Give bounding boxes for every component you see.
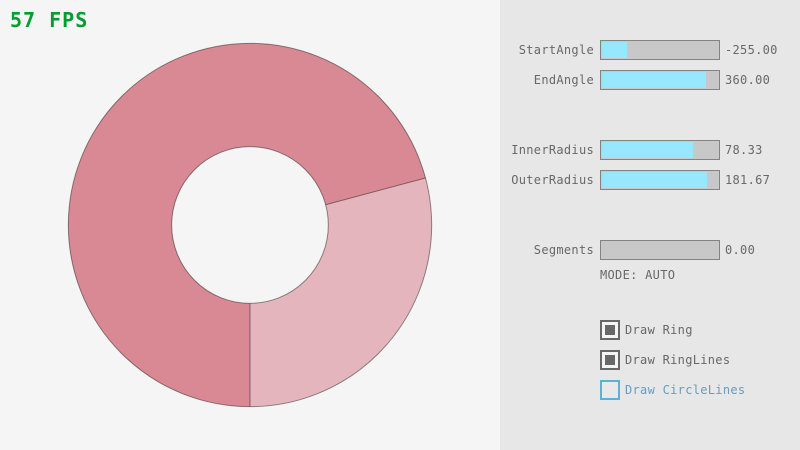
draw-ring-checkbox-label: Draw Ring bbox=[625, 323, 693, 337]
segments-label: Segments bbox=[533, 243, 594, 257]
start-angle-value: -255.00 bbox=[725, 43, 778, 57]
outer-radius-slider-track bbox=[602, 172, 718, 188]
inner-radius-value: 78.33 bbox=[725, 143, 763, 157]
start-angle-label: StartAngle bbox=[518, 43, 594, 57]
draw-ringlines-checkbox-box[interactable] bbox=[600, 350, 620, 370]
draw-ring-checkbox-box[interactable] bbox=[600, 320, 620, 340]
draw-circlelines-checkbox[interactable]: Draw CircleLines bbox=[500, 380, 800, 400]
fps-counter: 57 FPS bbox=[10, 8, 89, 32]
segments-value: 0.00 bbox=[725, 243, 756, 257]
draw-circlelines-checkbox-label: Draw CircleLines bbox=[625, 383, 746, 397]
checkmark-icon bbox=[605, 325, 615, 335]
outer-radius-slider-fill bbox=[602, 172, 708, 188]
outer-radius-label: OuterRadius bbox=[511, 173, 594, 187]
segments-mode-text: MODE: AUTO bbox=[600, 268, 676, 282]
end-angle-value: 360.00 bbox=[725, 73, 771, 87]
segments-slider[interactable] bbox=[600, 240, 720, 260]
start-angle-slider[interactable] bbox=[600, 40, 720, 60]
outer-radius-value: 181.67 bbox=[725, 173, 771, 187]
end-angle-slider-row: EndAngle 360.00 bbox=[500, 70, 800, 90]
inner-radius-slider[interactable] bbox=[600, 140, 720, 160]
draw-circlelines-checkbox-box[interactable] bbox=[600, 380, 620, 400]
segments-slider-track bbox=[602, 242, 718, 258]
control-panel: StartAngle -255.00 EndAngle 360.00 Inner… bbox=[500, 0, 800, 450]
outer-radius-slider-row: OuterRadius 181.67 bbox=[500, 170, 800, 190]
checkmark-icon bbox=[605, 355, 615, 365]
start-angle-slider-fill bbox=[602, 42, 628, 58]
outer-radius-slider[interactable] bbox=[600, 170, 720, 190]
end-angle-label: EndAngle bbox=[533, 73, 594, 87]
draw-ringlines-checkbox[interactable]: Draw RingLines bbox=[500, 350, 800, 370]
inner-radius-slider-fill bbox=[602, 142, 693, 158]
inner-radius-slider-row: InnerRadius 78.33 bbox=[500, 140, 800, 160]
start-angle-slider-track bbox=[602, 42, 718, 58]
inner-radius-label: InnerRadius bbox=[511, 143, 594, 157]
start-angle-slider-row: StartAngle -255.00 bbox=[500, 40, 800, 60]
end-angle-slider[interactable] bbox=[600, 70, 720, 90]
ring-canvas bbox=[67, 42, 433, 408]
end-angle-slider-fill bbox=[602, 72, 707, 88]
draw-ringlines-checkbox-label: Draw RingLines bbox=[625, 353, 731, 367]
end-angle-slider-track bbox=[602, 72, 718, 88]
segments-slider-row: Segments 0.00 bbox=[500, 240, 800, 260]
draw-ring-checkbox[interactable]: Draw Ring bbox=[500, 320, 800, 340]
inner-radius-slider-track bbox=[602, 142, 718, 158]
